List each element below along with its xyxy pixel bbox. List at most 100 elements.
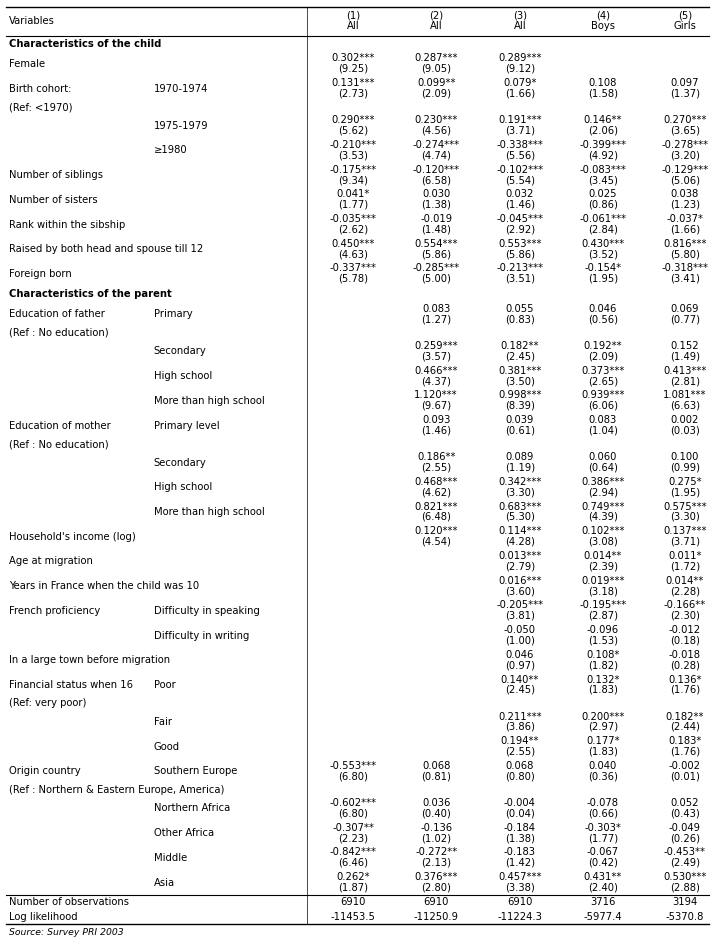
Text: Source: Survey PRI 2003: Source: Survey PRI 2003: [9, 928, 124, 938]
Text: 0.146**: 0.146**: [583, 115, 622, 125]
Text: (5.06): (5.06): [670, 175, 700, 185]
Text: Other Africa: Other Africa: [154, 828, 214, 838]
Text: (3.45): (3.45): [588, 175, 618, 185]
Text: (1.77): (1.77): [588, 833, 618, 843]
Text: (5.54): (5.54): [505, 175, 535, 185]
Text: (1.19): (1.19): [505, 462, 535, 473]
Text: Household's income (log): Household's income (log): [9, 531, 136, 542]
Text: (1.04): (1.04): [588, 425, 618, 436]
Text: (0.86): (0.86): [588, 199, 618, 210]
Text: (5.62): (5.62): [338, 125, 368, 136]
Text: (6.63): (6.63): [670, 400, 700, 411]
Text: -0.096: -0.096: [587, 625, 618, 635]
Text: (2.09): (2.09): [421, 88, 451, 99]
Text: -0.307**: -0.307**: [332, 823, 374, 832]
Text: (9.67): (9.67): [421, 400, 451, 411]
Text: 0.211***: 0.211***: [498, 712, 542, 721]
Text: -0.303*: -0.303*: [584, 823, 621, 832]
Text: (1.76): (1.76): [670, 747, 700, 756]
Text: Age at migration: Age at migration: [9, 556, 93, 567]
Text: 0.182**: 0.182**: [500, 341, 539, 351]
Text: -5977.4: -5977.4: [583, 912, 622, 921]
Text: -11224.3: -11224.3: [498, 912, 542, 921]
Text: Years in France when the child was 10: Years in France when the child was 10: [9, 581, 199, 591]
Text: (0.64): (0.64): [588, 462, 618, 473]
Text: 0.039: 0.039: [506, 415, 534, 425]
Text: 0.457***: 0.457***: [498, 872, 541, 883]
Text: (1.42): (1.42): [505, 858, 535, 867]
Text: -0.120***: -0.120***: [413, 165, 460, 175]
Text: 0.016***: 0.016***: [498, 576, 541, 586]
Text: (0.81): (0.81): [421, 772, 451, 781]
Text: Number of sisters: Number of sisters: [9, 195, 98, 205]
Text: 0.287***: 0.287***: [415, 53, 458, 64]
Text: 0.140**: 0.140**: [500, 675, 539, 684]
Text: (2.09): (2.09): [588, 351, 618, 362]
Text: (Ref: <1970): (Ref: <1970): [9, 102, 73, 112]
Text: (1.00): (1.00): [505, 636, 535, 645]
Text: (3.38): (3.38): [505, 883, 535, 892]
Text: -0.175***: -0.175***: [330, 165, 377, 175]
Text: (1.58): (1.58): [588, 88, 618, 99]
Text: (0.01): (0.01): [670, 772, 700, 781]
Text: (1.53): (1.53): [588, 636, 618, 645]
Text: (1.38): (1.38): [421, 199, 451, 210]
Text: (1.27): (1.27): [421, 314, 451, 325]
Text: Primary: Primary: [154, 309, 192, 320]
Text: Asia: Asia: [154, 878, 175, 887]
Text: 0.200***: 0.200***: [581, 712, 624, 721]
Text: Origin country: Origin country: [9, 767, 81, 776]
Text: Good: Good: [154, 742, 180, 752]
Text: (0.36): (0.36): [588, 772, 618, 781]
Text: 0.102***: 0.102***: [581, 527, 624, 536]
Text: (3.57): (3.57): [421, 351, 451, 362]
Text: (0.80): (0.80): [505, 772, 535, 781]
Text: 0.192**: 0.192**: [583, 341, 622, 351]
Text: 0.554***: 0.554***: [415, 239, 458, 249]
Text: (0.03): (0.03): [670, 425, 700, 436]
Text: (0.28): (0.28): [670, 661, 700, 670]
Text: French proficiency: French proficiency: [9, 605, 101, 616]
Text: 0.262*: 0.262*: [336, 872, 370, 883]
Text: Raised by both head and spouse till 12: Raised by both head and spouse till 12: [9, 244, 204, 254]
Text: (4.62): (4.62): [421, 487, 451, 497]
Text: 0.108*: 0.108*: [586, 650, 619, 660]
Text: Southern Europe: Southern Europe: [154, 767, 237, 776]
Text: Northern Africa: Northern Africa: [154, 804, 230, 813]
Text: (1.23): (1.23): [670, 199, 700, 210]
Text: 0.083: 0.083: [422, 304, 450, 314]
Text: Middle: Middle: [154, 853, 187, 863]
Text: -5370.8: -5370.8: [666, 912, 704, 921]
Text: 0.060: 0.060: [588, 452, 617, 462]
Text: 0.030: 0.030: [422, 190, 450, 199]
Text: -0.210***: -0.210***: [330, 140, 377, 150]
Text: (Ref : Northern & Eastern Europe, America): (Ref : Northern & Eastern Europe, Americ…: [9, 785, 225, 795]
Text: (8.39): (8.39): [505, 400, 535, 411]
Text: (4.56): (4.56): [421, 125, 451, 136]
Text: 3194: 3194: [672, 897, 698, 907]
Text: 0.466***: 0.466***: [415, 365, 458, 376]
Text: (2.79): (2.79): [505, 562, 535, 571]
Text: (0.66): (0.66): [588, 809, 618, 818]
Text: 0.068: 0.068: [506, 761, 534, 771]
Text: (2.28): (2.28): [670, 586, 700, 596]
Text: 1975-1979: 1975-1979: [154, 121, 208, 131]
Text: (Ref: very poor): (Ref: very poor): [9, 698, 87, 709]
Text: -0.035***: -0.035***: [330, 214, 377, 224]
Text: Number of siblings: Number of siblings: [9, 170, 103, 180]
Text: 0.132*: 0.132*: [586, 675, 619, 684]
Text: (0.04): (0.04): [505, 809, 535, 818]
Text: (2.44): (2.44): [670, 722, 700, 732]
Text: -0.067: -0.067: [587, 847, 618, 858]
Text: (3.30): (3.30): [670, 512, 700, 522]
Text: (0.99): (0.99): [670, 462, 700, 473]
Text: 0.131***: 0.131***: [332, 78, 375, 88]
Text: (3.20): (3.20): [670, 150, 700, 160]
Text: High school: High school: [154, 482, 212, 493]
Text: 0.052: 0.052: [671, 798, 699, 808]
Text: (3.50): (3.50): [505, 376, 535, 386]
Text: 0.183*: 0.183*: [669, 736, 701, 746]
Text: (2.49): (2.49): [670, 858, 700, 867]
Text: All: All: [347, 22, 360, 31]
Text: 0.046: 0.046: [506, 650, 534, 660]
